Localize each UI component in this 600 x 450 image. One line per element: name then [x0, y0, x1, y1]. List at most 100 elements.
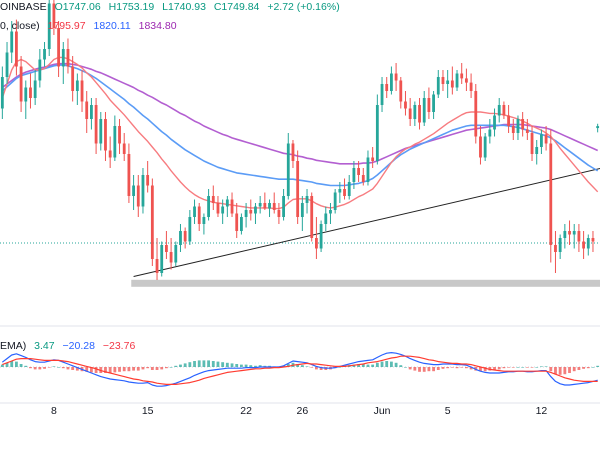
candle — [305, 189, 309, 214]
candle — [197, 203, 201, 231]
candle-body — [324, 213, 328, 224]
candle — [586, 234, 590, 256]
macd-hist-bar — [235, 364, 239, 367]
macd-hist-bar — [511, 367, 515, 368]
candle-body — [315, 238, 318, 249]
macd-hist-bar — [338, 367, 342, 368]
candle — [52, 0, 56, 35]
candle — [240, 213, 243, 235]
macd-hist-bar — [460, 367, 464, 368]
ema-mid-line — [1, 64, 599, 187]
macd-hist-bar — [15, 361, 18, 367]
candle — [207, 189, 210, 221]
macd-hist-bar — [366, 364, 370, 367]
macd-hist-bar — [563, 367, 567, 375]
macd-hist-bar — [450, 367, 454, 368]
candle-body — [436, 77, 440, 95]
candle-body — [507, 115, 510, 126]
candle-body — [108, 150, 112, 158]
candle — [469, 73, 473, 98]
candle-body — [544, 134, 548, 144]
candle-body — [268, 203, 271, 209]
candle — [324, 206, 328, 231]
macd-hist-bar — [586, 367, 590, 369]
x-tick-label: 15 — [142, 405, 154, 417]
candle-body — [155, 259, 159, 273]
exchange-label: OINBASE — [0, 1, 47, 13]
macd-hist-bar — [554, 367, 557, 375]
macd-hist-bar — [104, 367, 107, 373]
candle — [169, 238, 173, 270]
macd-legend-label: EMA) — [0, 340, 27, 352]
candle-body — [263, 203, 267, 209]
macd-hist-bar — [197, 360, 201, 367]
candle-body — [43, 49, 46, 60]
candle-body — [47, 3, 51, 49]
candle-body — [5, 52, 9, 77]
candle-body — [404, 101, 407, 109]
macd-hist-bar — [71, 367, 75, 370]
candle — [347, 175, 351, 200]
candle — [357, 161, 360, 182]
candle-body — [244, 210, 248, 217]
macd-hist-bar — [582, 367, 585, 369]
candle — [268, 199, 271, 217]
candle — [296, 150, 300, 224]
candle — [380, 77, 384, 112]
candle-body — [300, 203, 304, 217]
candle — [525, 119, 529, 140]
macd-hist-bar — [558, 367, 562, 375]
support-zone — [131, 279, 600, 287]
candle — [394, 63, 398, 91]
candle-body — [85, 101, 89, 119]
macd-hist-bar — [240, 364, 243, 367]
candle — [352, 161, 356, 189]
candle — [90, 98, 93, 130]
macd-hist-bar — [165, 367, 168, 369]
candle-body — [277, 210, 281, 217]
macd-hist-bar — [432, 367, 435, 372]
candle-body — [52, 3, 56, 28]
macd-hist-bar — [535, 367, 539, 368]
candle — [558, 234, 562, 259]
candle-body — [282, 196, 285, 217]
candle — [366, 150, 370, 186]
candle-body — [249, 210, 253, 214]
candle-body — [554, 245, 557, 252]
candle — [319, 220, 323, 252]
change-value: +2.72 (+0.16%) — [267, 1, 340, 13]
candle-body — [413, 105, 417, 119]
candle — [80, 70, 84, 112]
candle-body — [493, 115, 496, 130]
candle — [413, 101, 417, 126]
candle-body — [460, 73, 464, 79]
candle-body — [418, 105, 421, 123]
candle-body — [291, 143, 295, 161]
candle — [85, 91, 89, 133]
candle-body — [169, 252, 173, 263]
candle — [258, 196, 262, 214]
macd-hist-bar — [371, 364, 375, 367]
macd-hist-bar — [390, 361, 393, 367]
candle-body — [24, 87, 28, 102]
candle — [511, 119, 515, 140]
candle-body — [361, 175, 365, 182]
candle-body — [141, 175, 145, 207]
candle-body — [408, 108, 412, 119]
candle-body — [450, 80, 454, 88]
candle-body — [474, 91, 478, 137]
candle-body — [221, 206, 225, 214]
candle — [160, 241, 164, 277]
macd-hist-bar — [422, 367, 426, 372]
macd-hist-bar — [310, 367, 314, 368]
candle-body — [446, 80, 450, 84]
candle — [193, 199, 196, 224]
candle-body — [202, 217, 206, 224]
candle — [530, 126, 534, 161]
macd-hist-bar — [441, 367, 445, 369]
candle — [277, 203, 281, 224]
candle-body — [572, 231, 576, 235]
candle-body — [57, 28, 60, 67]
macd-hist-bar — [296, 364, 300, 367]
